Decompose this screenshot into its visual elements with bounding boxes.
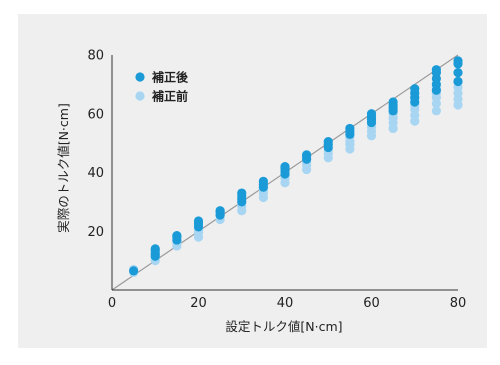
data-point (215, 206, 225, 216)
data-point (345, 123, 355, 134)
y-tick-label: 20 (87, 225, 104, 240)
data-point (410, 84, 420, 94)
data-point (366, 109, 377, 119)
data-point (172, 231, 182, 241)
data-point (453, 76, 463, 87)
y-tick-label: 80 (87, 49, 104, 64)
legend-marker (135, 91, 145, 101)
x-tick-label: 0 (108, 296, 116, 311)
x-tick-label: 40 (277, 296, 294, 311)
data-point (323, 137, 333, 147)
data-point (237, 188, 247, 198)
data-point (193, 216, 204, 226)
data-point (258, 176, 268, 186)
x-tick-label: 60 (363, 296, 380, 311)
data-point (302, 150, 312, 160)
legend-label: 補正前 (151, 89, 188, 104)
x-axis-label: 設定トルク値[N·cm] (225, 319, 342, 334)
data-point (388, 97, 398, 107)
data-point (453, 56, 463, 66)
legend-label: 補正後 (151, 70, 189, 85)
data-point (129, 266, 139, 276)
data-point (431, 106, 441, 116)
x-tick-label: 80 (450, 296, 467, 311)
y-tick-label: 60 (87, 107, 104, 122)
y-axis-label: 実際のトルク値[N·cm] (56, 103, 71, 233)
data-point (150, 244, 160, 254)
data-point (431, 65, 441, 75)
data-point (280, 162, 290, 172)
y-tick-label: 40 (87, 166, 104, 181)
chart-panel (18, 14, 487, 348)
legend-marker (135, 72, 145, 82)
data-point (453, 68, 463, 78)
x-tick-label: 20 (190, 296, 207, 311)
